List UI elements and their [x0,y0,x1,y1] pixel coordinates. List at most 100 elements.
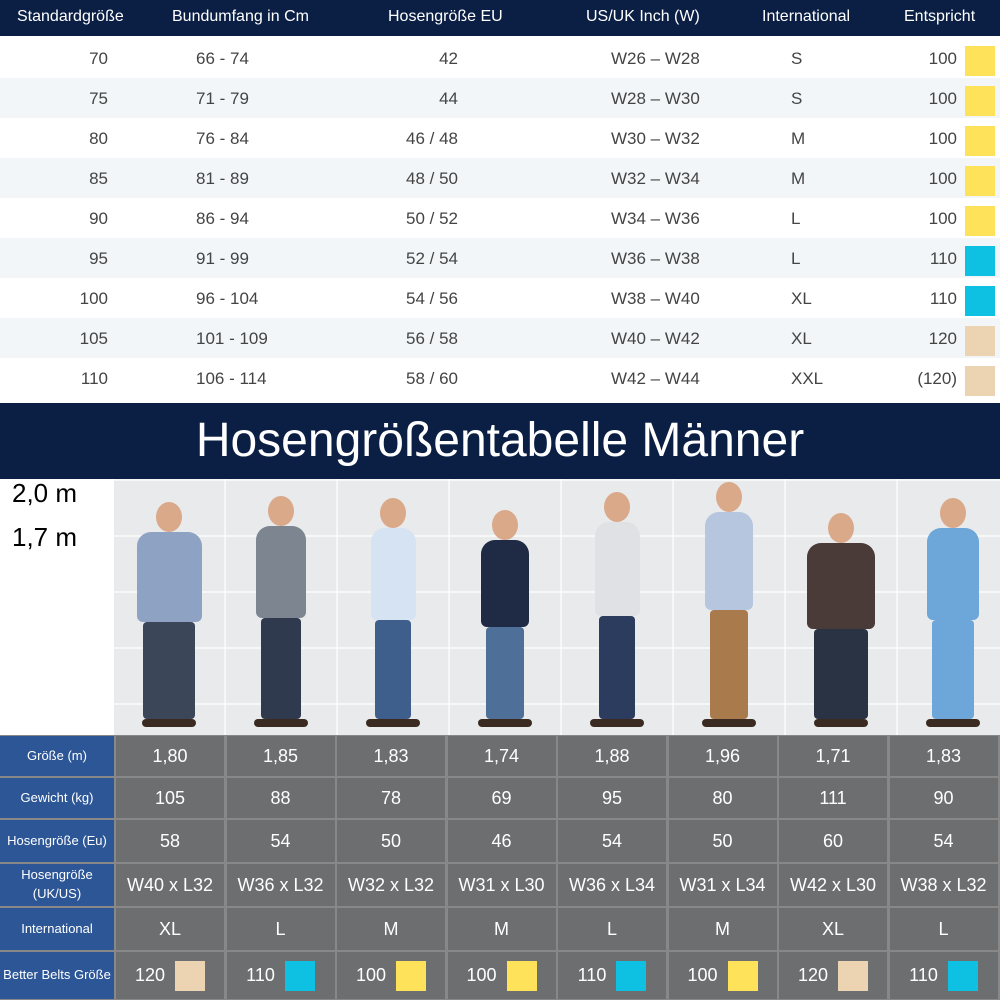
person-head [156,502,182,532]
person-shoes [590,719,644,727]
person-legs [486,626,524,719]
person-torso [807,543,875,629]
cell-international: L [791,209,801,228]
cell-entspricht: (120) [917,369,957,388]
cell-value: 90 [933,787,954,808]
row-international-cell: XL [779,908,887,950]
cell-us-uk-inch: W32 – W34 [611,169,700,188]
height-marker-1-7: 1,7 m [12,522,78,552]
cell-value: 54 [270,830,291,851]
row-better-belts-groesse-cell: 110 [558,952,666,999]
cell-standardgroesse: 110 [80,369,108,388]
person-shoes [366,719,420,727]
person-torso [256,525,306,619]
header-international: International [762,8,851,25]
cell-hosengroesse-eu: 42 [439,49,458,68]
cell-international: S [791,49,803,68]
cell-value: 120 [797,965,829,985]
size-table-body: 70 66 - 74 42 W26 – W28 S 100 75 71 - 79 44 W28 –… [0,38,1000,400]
cell-value: 80 [712,787,733,808]
row-gewicht-cell: 88 [226,778,335,818]
row-better-belts-groesse-cell: 100 [337,952,445,999]
row-hosengroesse-eu-cell: 50 [668,820,777,862]
person-figure [786,479,896,735]
row-hosengroesse-eu-cell: 54 [558,820,666,862]
table-row: 90 86 - 94 50 / 52 W34 – W36 L 100 [0,198,1000,238]
cell-value: M [494,918,509,939]
person-torso [594,522,640,616]
cell-value: W42 x L30 [789,874,877,895]
row-international-cell: M [668,908,777,950]
cell-value: 100 [466,965,497,985]
person-shoes [142,719,196,727]
row-international-cell: L [558,908,666,950]
row-international-cell: M [447,908,556,950]
table-row: 105 101 - 109 56 / 58 W40 – W42 XL 120 [0,318,1000,358]
cell-value: 110 [246,965,275,985]
belt-size-swatch [396,960,427,991]
person-legs [599,616,635,719]
cell-value: 1,88 [594,745,630,766]
person-figure [114,479,224,735]
cell-international: XL [791,329,812,348]
row-better-belts-groesse-cell: 100 [447,952,556,999]
row-better-belts-groesse-cell: 120 [116,952,224,999]
cell-entspricht: 100 [928,129,957,148]
cell-value: L [275,918,286,939]
cell-international: XL [791,289,812,308]
cell-value: XL [158,918,182,939]
cell-value: 78 [380,787,402,808]
cell-value: 54 [601,830,623,851]
cell-value: 58 [159,830,181,851]
cell-standardgroesse: 100 [79,289,108,308]
belt-size-swatch [965,246,995,276]
person-shoes [702,719,756,727]
person-head [604,492,630,522]
person-figure [338,479,448,735]
cell-us-uk-inch: W38 – W40 [611,289,700,308]
cell-bundumfang: 86 - 94 [196,209,249,228]
person-head [268,495,294,526]
cell-value: 120 [134,965,166,985]
header-us-uk-inch: US/UK Inch (W) [586,8,700,25]
cell-us-uk-inch: W26 – W28 [611,49,700,68]
belt-size-swatch [175,960,206,991]
cell-hosengroesse-eu: 50 / 52 [406,209,458,228]
row-groesse-cell: 1,74 [447,736,556,776]
cell-value: 60 [822,830,844,851]
cell-value: W36 x L34 [568,874,656,895]
person-figure [450,479,560,735]
person-figure [562,479,672,735]
cell-bundumfang: 76 - 84 [196,129,249,148]
row-gewicht-cell: 90 [889,778,998,818]
table-row: 100 96 - 104 54 / 56 W38 – W40 XL 110 [0,278,1000,318]
row-groesse-cell: 1,80 [116,736,224,776]
person-torso [481,539,529,627]
row-hosengroesse-uk-us-cell: W40 x L32 [116,864,224,906]
person-legs [261,618,301,719]
row-hosengroesse-eu-label: Hosengröße (Eu) [0,820,114,862]
person-legs [710,610,748,719]
cell-us-uk-inch: W40 – W42 [611,329,700,348]
row-hosengroesse-eu-cell: 54 [889,820,998,862]
row-better-belts-groesse-cell: 110 [889,952,998,999]
cell-value: W32 x L32 [347,874,435,895]
cell-hosengroesse-eu: 54 / 56 [406,289,458,308]
table-row: 70 66 - 74 42 W26 – W28 S 100 [0,38,1000,78]
belt-size-swatch [965,366,995,396]
cell-value: W38 x L32 [900,874,987,895]
cell-us-uk-inch: W30 – W32 [611,129,700,148]
row-gewicht-cell: 105 [116,778,224,818]
row-hosengroesse-eu-cell: 46 [447,820,556,862]
page-title: Hosengrößentabelle Männer [0,403,1000,479]
row-better-belts-groesse-cell: 110 [226,952,335,999]
cell-international: XXL [791,369,824,388]
cell-hosengroesse-eu: 56 / 58 [406,329,458,348]
cell-hosengroesse-eu: 48 / 50 [406,169,458,188]
person-torso [926,528,980,620]
cell-us-uk-inch: W36 – W38 [611,249,700,268]
cell-entspricht: 100 [928,209,957,228]
row-hosengroesse-uk-us-cell: W38 x L32 [889,864,998,906]
row-hosengroesse-uk-us-cell: W31 x L30 [447,864,556,906]
row-gewicht-cell: 80 [668,778,777,818]
